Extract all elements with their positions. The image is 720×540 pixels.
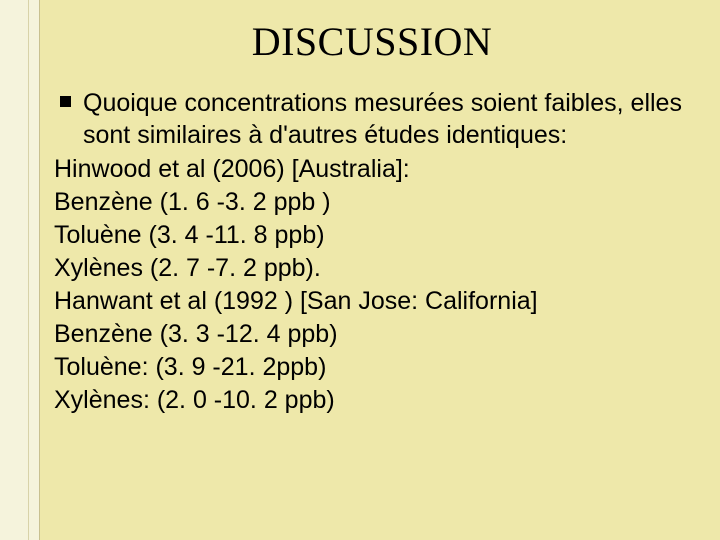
body-line: Toluène: (3. 9 -21. 2ppb) (54, 351, 690, 384)
slide-title: DISCUSSION (54, 18, 690, 65)
bullet-item: Quoique concentrations mesurées soient f… (54, 87, 690, 151)
body-line: Xylènes: (2. 0 -10. 2 ppb) (54, 384, 690, 417)
body-line: Xylènes (2. 7 -7. 2 ppb). (54, 252, 690, 285)
left-rail (0, 0, 40, 540)
body-line: Toluène (3. 4 -11. 8 ppb) (54, 219, 690, 252)
body-line: Benzène (3. 3 -12. 4 ppb) (54, 318, 690, 351)
body-line: Benzène (1. 6 -3. 2 ppb ) (54, 186, 690, 219)
square-bullet-icon (60, 96, 71, 107)
slide-content: DISCUSSION Quoique concentrations mesuré… (40, 0, 720, 540)
body-line: Hanwant et al (1992 ) [San Jose: Califor… (54, 285, 690, 318)
body-line: Hinwood et al (2006) [Australia]: (54, 153, 690, 186)
bullet-text: Quoique concentrations mesurées soient f… (83, 87, 690, 151)
